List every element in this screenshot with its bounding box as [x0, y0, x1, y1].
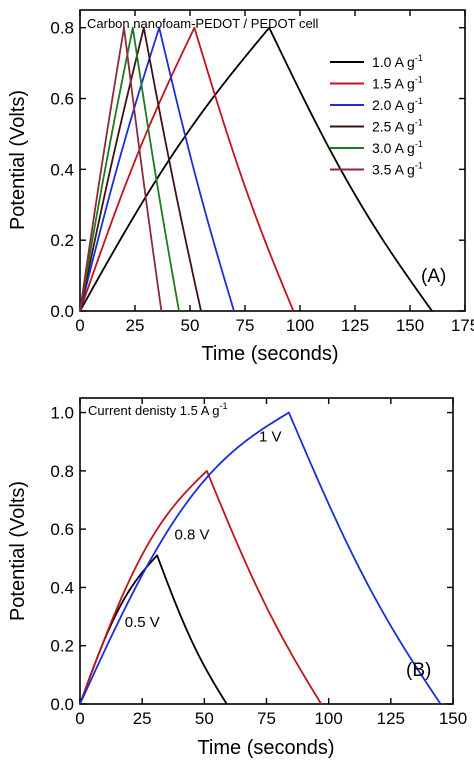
panel-b-title: Current denisty 1.5 A g-1 — [88, 401, 228, 418]
panel-a-x-tick-label: 175 — [451, 316, 474, 335]
panel-b-x-axis-title: Time (seconds) — [197, 737, 334, 759]
panel-b-x-tick-label: 75 — [257, 709, 276, 728]
panel-b-x-tick-label: 150 — [439, 709, 467, 728]
panel-a-y-axis-title: Potential (Volts) — [7, 90, 29, 230]
panel-b-y-tick-label: 0.6 — [50, 520, 74, 539]
panel-a-x-axis-title: Time (seconds) — [201, 343, 338, 365]
panel-a-x-tick-label: 0 — [75, 316, 84, 335]
panel-b-y-tick-label: 0.8 — [50, 462, 74, 481]
panel-a-curves — [79, 26, 433, 312]
panel-a-x-tick-label: 25 — [126, 316, 145, 335]
legend-label-1: 1.0 A g-1 — [372, 53, 423, 70]
legend-label-5: 3.0 A g-1 — [372, 139, 423, 156]
panel-a-x-tick-label: 125 — [341, 316, 369, 335]
legend-label-2: 1.5 A g-1 — [372, 75, 423, 92]
panel-a-series-line-1 — [79, 26, 433, 312]
panel-a-series-line-6 — [79, 26, 163, 312]
panel-b-x-tick-label: 0 — [75, 709, 84, 728]
legend-label-4: 2.5 A g-1 — [372, 118, 423, 135]
panel-b-series-line-3 — [79, 411, 442, 705]
panel-b-y-axis-title: Potential (Volts) — [7, 481, 29, 621]
panel-a-frame — [79, 9, 466, 312]
panel-a-ticks: 0 25 50 75 100 125 150 175 0.0 0.2 0.4 0.6 0.8 — [50, 10, 474, 335]
panel-b-ticks: 0 25 50 75 100 125 150 0.0 0.2 0.4 0.6 0.8 1.0 — [50, 398, 467, 728]
panel-a-title: Carbon nanofoam-PEDOT / PEDOT cell — [87, 16, 319, 31]
panel-b-y-tick-label: 1.0 — [50, 404, 74, 423]
legend-label-3: 2.0 A g-1 — [372, 96, 423, 113]
panel-a-x-tick-label: 150 — [396, 316, 424, 335]
legend-label-6: 3.5 A g-1 — [372, 161, 423, 178]
panel-b-y-tick-label: 0.2 — [50, 637, 74, 656]
panel-b-annotation-2: 0.8 V — [174, 526, 209, 543]
panel-a-series-line-2 — [79, 26, 295, 312]
panel-a-y-tick-label: 0.8 — [50, 19, 74, 38]
panel-b-x-tick-label: 50 — [195, 709, 214, 728]
panel-a-label: (A) — [421, 266, 446, 287]
panel-b-y-tick-label: 0.4 — [50, 578, 74, 597]
panel-b-x-tick-label: 125 — [377, 709, 405, 728]
panel-b-x-tick-label: 100 — [314, 709, 342, 728]
panel-a-x-tick-label: 50 — [181, 316, 200, 335]
panel-b-y-tick-label: 0.0 — [50, 695, 74, 714]
panel-a-series-line-3 — [79, 26, 235, 312]
panel-a-x-tick-label: 75 — [236, 316, 255, 335]
panel-a-series-line-4 — [79, 26, 202, 312]
panel-a-y-tick-label: 0.0 — [50, 302, 74, 321]
panel-a-x-tick-label: 100 — [286, 316, 314, 335]
panel-b-label: (B) — [406, 660, 431, 681]
panel-a-chart: 0 25 50 75 100 125 150 175 0.0 0.2 0.4 0.6 0.8 Carbo… — [7, 9, 474, 365]
panel-a-y-tick-label: 0.2 — [50, 231, 74, 250]
panel-b-x-tick-label: 25 — [133, 709, 152, 728]
panel-a-legend: 1.0 A g-1 1.5 A g-1 2.0 A g-1 2.5 A g-1 3.0 … — [330, 53, 423, 178]
panel-a-series-line-5 — [79, 26, 180, 312]
panel-b-curves — [79, 411, 442, 705]
panel-b-annotation-3: 1 V — [259, 429, 282, 446]
panel-b-annotation-1: 0.5 V — [125, 614, 160, 631]
panel-b-series-line-2 — [79, 469, 322, 705]
panel-b-chart: 0 25 50 75 100 125 150 0.0 0.2 0.4 0.6 0.8 1.0 Curre… — [7, 397, 467, 759]
panel-a-y-tick-label: 0.6 — [50, 90, 74, 109]
panel-a-y-tick-label: 0.4 — [50, 160, 74, 179]
panel-b-annotations: 0.5 V 0.8 V 1 V — [125, 429, 282, 631]
